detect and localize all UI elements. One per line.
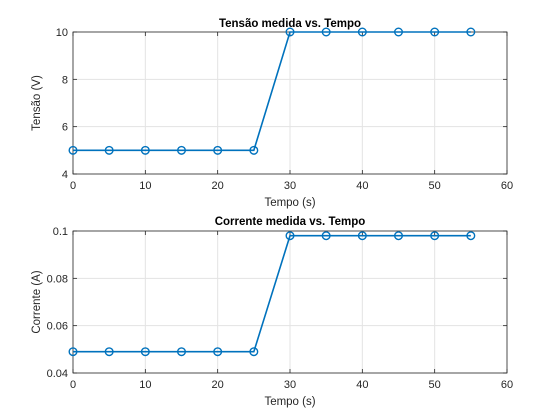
voltage-plot-data-point <box>140 145 150 155</box>
voltage-plot-ticks: 0 10 20 30 40 50 60 4 6 8 10 <box>56 27 513 192</box>
voltage-plot-xtick-label: 50 <box>429 180 441 192</box>
current-plot-ytick-label: 0.04 <box>47 368 68 380</box>
current-plot: Corrente medida vs. Tempo 0 10 20 30 40 50 600… <box>31 216 513 408</box>
current-plot-data-point <box>466 231 476 241</box>
current-plot-xtick-label: 20 <box>212 379 224 391</box>
current-plot-data-point <box>394 231 404 241</box>
voltage-plot-grid <box>72 31 508 175</box>
current-plot-ticks: 0 10 20 30 40 50 60 0.04 0.06 0.08 0.1 <box>47 226 514 391</box>
current-plot-ytick-label: 0.06 <box>47 321 68 333</box>
voltage-plot-data-point <box>430 27 440 37</box>
voltage-plot-data-point <box>213 145 223 155</box>
current-plot-data-point <box>430 231 440 241</box>
voltage-plot-xtick-label: 30 <box>284 180 296 192</box>
voltage-plot-xtick-label: 10 <box>139 180 151 192</box>
current-plot-series <box>68 231 476 357</box>
voltage-plot-series <box>68 27 476 155</box>
voltage-plot-ylabel: Tensão (V) <box>31 75 43 131</box>
current-plot-ytick-label: 0.1 <box>53 226 68 238</box>
voltage-plot-data-point <box>394 27 404 37</box>
current-plot-series-line <box>73 234 471 353</box>
current-plot-data-point <box>321 231 331 241</box>
voltage-plot-data-point <box>68 145 78 155</box>
current-plot-data-point <box>357 231 367 241</box>
voltage-plot-xtick-label: 40 <box>356 180 368 192</box>
current-plot-xtick-label: 10 <box>139 379 151 391</box>
current-plot-ylabel: Corrente (A) <box>31 270 43 333</box>
voltage-plot-series-line <box>73 31 471 152</box>
voltage-plot-data-point <box>176 145 186 155</box>
current-plot-xlabel: Tempo (s) <box>264 396 315 408</box>
voltage-plot-xtick-label: 60 <box>501 180 513 192</box>
voltage-plot-ytick-label: 10 <box>56 27 68 39</box>
current-plot-ytick-label: 0.08 <box>47 273 68 285</box>
voltage-plot-xtick-label: 0 <box>70 180 76 192</box>
voltage-plot-ytick-label: 8 <box>62 74 68 86</box>
voltage-plot-data-point <box>249 145 259 155</box>
voltage-plot-xlabel: Tempo (s) <box>264 197 315 209</box>
current-plot-title: Corrente medida vs. Tempo <box>215 216 366 228</box>
voltage-plot-data-point <box>466 27 476 37</box>
current-plot-data-point <box>213 347 223 357</box>
current-plot-xtick-label: 0 <box>70 379 76 391</box>
voltage-plot-title: Tensão medida vs. Tempo <box>219 18 361 30</box>
voltage-plot-xtick-label: 20 <box>212 180 224 192</box>
current-plot-xtick-label: 30 <box>284 379 296 391</box>
voltage-plot-data-point <box>285 27 295 37</box>
current-plot-data-point <box>249 347 259 357</box>
voltage-plot-data-point <box>104 145 114 155</box>
current-plot-xtick-label: 60 <box>501 379 513 391</box>
current-plot-data-point <box>68 347 78 357</box>
current-plot-xtick-label: 50 <box>429 379 441 391</box>
current-plot-xtick-label: 40 <box>356 379 368 391</box>
current-plot-data-point <box>104 347 114 357</box>
voltage-plot: Tensão medida vs. Tempo 0 10 20 30 40 50 60 4 6 8… <box>31 18 513 209</box>
current-plot-data-point <box>285 231 295 241</box>
voltage-plot-ytick-label: 4 <box>62 169 68 181</box>
current-plot-data-point <box>176 347 186 357</box>
voltage-plot-ytick-label: 6 <box>62 122 68 134</box>
current-plot-data-point <box>140 347 150 357</box>
voltage-plot-data-point <box>321 27 331 37</box>
voltage-plot-data-point <box>357 27 367 37</box>
